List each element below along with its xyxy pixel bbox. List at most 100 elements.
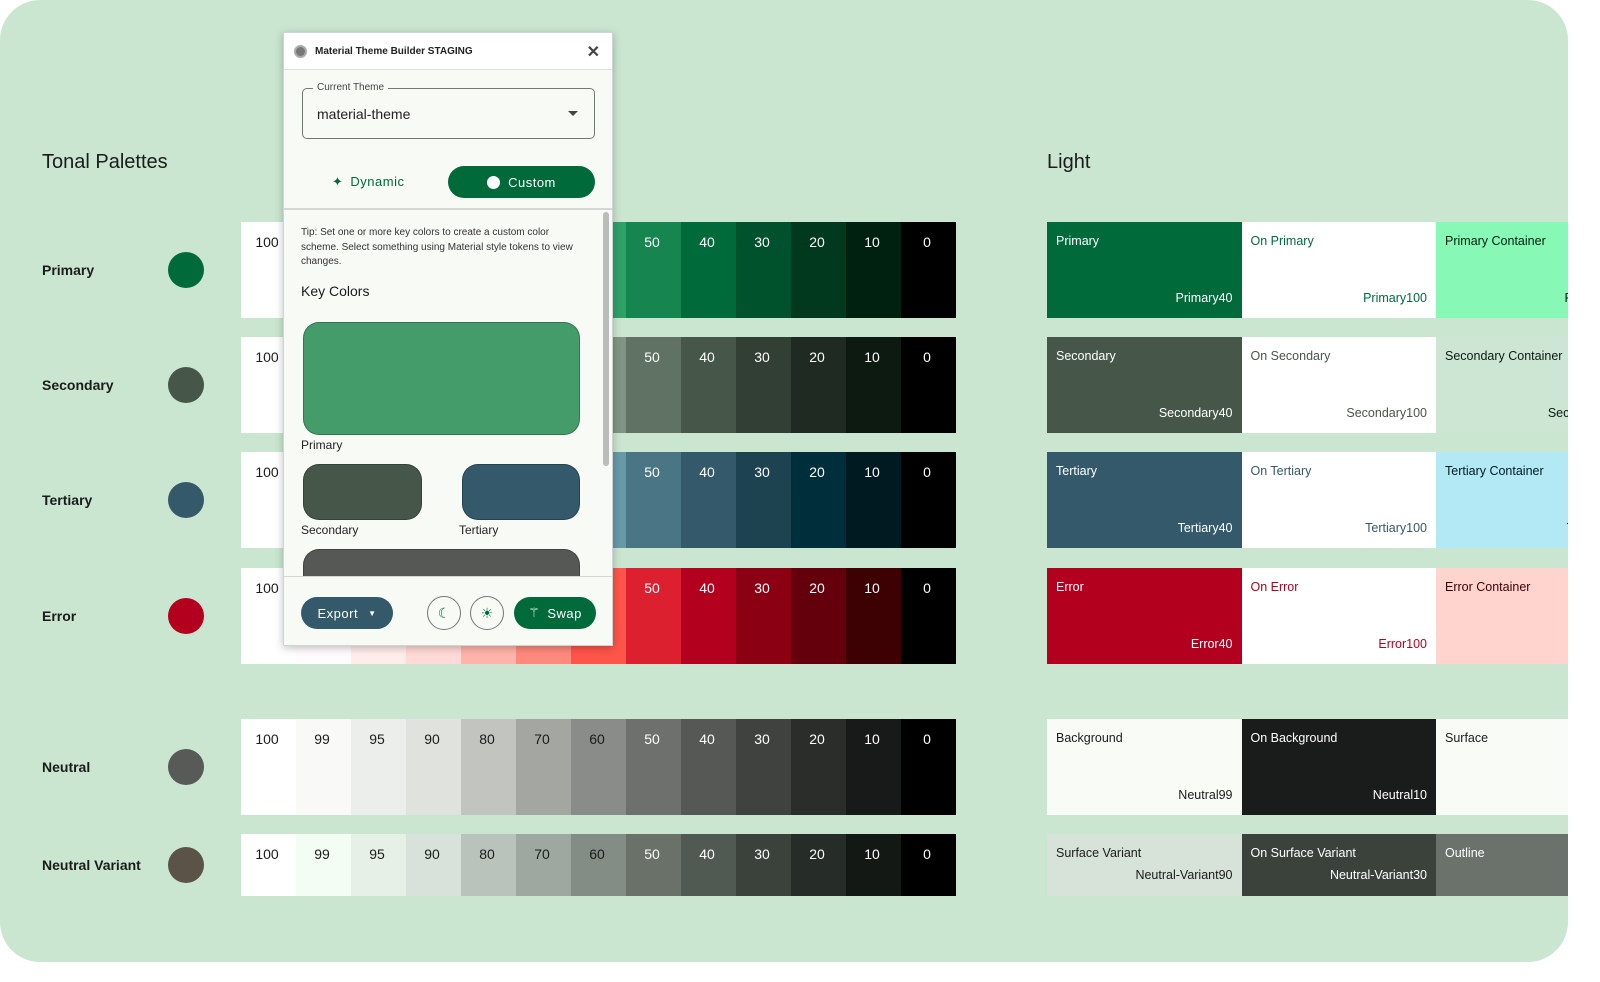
tone-swatch[interactable]: 99: [296, 834, 351, 896]
tone-swatch[interactable]: 90: [406, 834, 461, 896]
tone-swatch[interactable]: 20: [791, 834, 846, 896]
tone-swatch[interactable]: 80: [461, 719, 516, 815]
key-color-dot[interactable]: [168, 482, 204, 518]
swap-label: Swap: [547, 605, 582, 621]
tone-swatch[interactable]: 20: [791, 568, 846, 664]
tone-swatch[interactable]: 60: [571, 834, 626, 896]
tone-swatch[interactable]: 99: [296, 719, 351, 815]
tone-swatch[interactable]: 40: [681, 834, 736, 896]
key-color-dot[interactable]: [168, 367, 204, 403]
scheme-role-cell[interactable]: On Surface Variant Neutral-Variant30: [1241, 834, 1436, 896]
tone-swatch[interactable]: 50: [626, 222, 681, 318]
tone-swatch[interactable]: 30: [736, 834, 791, 896]
scheme-role-cell[interactable]: Outline: [1436, 834, 1568, 896]
tone-swatch[interactable]: 40: [681, 568, 736, 664]
tone-swatch[interactable]: 100: [241, 719, 296, 815]
tone-swatch[interactable]: 0: [901, 337, 956, 433]
key-color-dot[interactable]: [168, 598, 204, 634]
export-label: Export: [317, 605, 359, 621]
custom-button[interactable]: Custom: [448, 166, 595, 198]
tone-swatch[interactable]: 50: [626, 452, 681, 548]
tone-swatch[interactable]: 10: [846, 719, 901, 815]
scheme-role-cell[interactable]: On Primary Primary100: [1241, 222, 1436, 318]
tone-swatch[interactable]: 50: [626, 568, 681, 664]
scheme-role-cell[interactable]: Secondary Secondary40: [1047, 337, 1242, 433]
tone-swatch[interactable]: 95: [351, 719, 406, 815]
tone-swatch[interactable]: 40: [681, 452, 736, 548]
tone-swatch[interactable]: 50: [626, 834, 681, 896]
close-icon[interactable]: ✕: [586, 44, 600, 61]
scrollbar[interactable]: [603, 212, 609, 466]
secondary-key-color-swatch[interactable]: [303, 464, 422, 520]
tone-swatch[interactable]: 40: [681, 719, 736, 815]
key-color-dot[interactable]: [168, 252, 204, 288]
tone-swatch[interactable]: 70: [516, 834, 571, 896]
role-name: Primary Container: [1445, 234, 1546, 248]
scheme-role-cell[interactable]: Surface Variant Neutral-Variant90: [1047, 834, 1242, 896]
scheme-role-cell[interactable]: Background Neutral99: [1047, 719, 1242, 815]
tertiary-key-color-swatch[interactable]: [462, 464, 580, 520]
tone-swatch[interactable]: 20: [791, 337, 846, 433]
scheme-role-cell[interactable]: On Background Neutral10: [1241, 719, 1436, 815]
palette-label: Neutral: [42, 759, 91, 775]
tone-swatch[interactable]: 10: [846, 452, 901, 548]
scheme-role-cell[interactable]: Primary Primary40: [1047, 222, 1242, 318]
tone-swatch[interactable]: 30: [736, 719, 791, 815]
tone-swatch[interactable]: 0: [901, 834, 956, 896]
scheme-row: Surface Variant Neutral-Variant90 On Surfa…: [1047, 834, 1568, 896]
tone-swatch[interactable]: 0: [901, 452, 956, 548]
scheme-role-cell[interactable]: Tertiary Container Tertiary90: [1436, 452, 1568, 548]
scheme-role-cell[interactable]: Tertiary Tertiary40: [1047, 452, 1242, 548]
tone-swatch[interactable]: 30: [736, 337, 791, 433]
tone-swatch[interactable]: 10: [846, 568, 901, 664]
tone-swatch[interactable]: 10: [846, 222, 901, 318]
tone-swatch[interactable]: 100: [241, 834, 296, 896]
scheme-role-cell[interactable]: Secondary Container Secondary90: [1436, 337, 1568, 433]
light-mode-button[interactable]: ☀: [470, 596, 504, 630]
palette-label: Tertiary: [42, 492, 93, 508]
neutral-key-color-swatch[interactable]: [303, 549, 580, 576]
palette-label: Error: [42, 608, 77, 624]
dynamic-button[interactable]: ✦ Dynamic: [332, 166, 432, 197]
tone-swatch[interactable]: 30: [736, 222, 791, 318]
tone-swatch[interactable]: 20: [791, 452, 846, 548]
scheme-role-cell[interactable]: Error Error40: [1047, 568, 1242, 664]
tone-swatch[interactable]: 0: [901, 222, 956, 318]
tone-swatch[interactable]: 40: [681, 222, 736, 318]
scheme-role-cell[interactable]: On Secondary Secondary100: [1241, 337, 1436, 433]
tone-swatch[interactable]: 20: [791, 719, 846, 815]
tone-swatch[interactable]: 0: [901, 719, 956, 815]
tone-swatch[interactable]: 0: [901, 568, 956, 664]
tone-swatch[interactable]: 50: [626, 337, 681, 433]
export-button[interactable]: Export ▼: [301, 597, 393, 629]
role-tone: Tertiary40: [1177, 521, 1233, 535]
tone-swatch[interactable]: 40: [681, 337, 736, 433]
tone-swatch[interactable]: 70: [516, 719, 571, 815]
tone-swatch[interactable]: 60: [571, 719, 626, 815]
tone-swatch[interactable]: 30: [736, 568, 791, 664]
scheme-role-cell[interactable]: On Tertiary Tertiary100: [1241, 452, 1436, 548]
tone-swatch[interactable]: 20: [791, 222, 846, 318]
tone-swatch[interactable]: 90: [406, 719, 461, 815]
tone-swatch[interactable]: 10: [846, 337, 901, 433]
role-name: On Secondary: [1250, 349, 1331, 363]
current-theme-select[interactable]: Current Theme material-theme: [302, 82, 595, 139]
key-color-dot[interactable]: [168, 749, 204, 785]
tone-swatch[interactable]: 10: [846, 834, 901, 896]
tone-swatch[interactable]: 80: [461, 834, 516, 896]
key-colors-heading: Key Colors: [301, 283, 370, 299]
scheme-role-cell[interactable]: Surface Neutral99: [1436, 719, 1568, 815]
tone-swatch[interactable]: 95: [351, 834, 406, 896]
swap-button[interactable]: ⚚ Swap: [514, 597, 596, 629]
primary-key-color-swatch[interactable]: [303, 322, 580, 435]
tonal-palette-row: 100 99 95 90 80 70 60 50 40 30 20 10 0: [241, 719, 956, 815]
tone-swatch[interactable]: 30: [736, 452, 791, 548]
dark-mode-button[interactable]: ☾: [427, 596, 461, 630]
logo-icon: [294, 44, 307, 58]
scheme-role-cell[interactable]: Error Container: [1436, 568, 1568, 664]
tone-swatch[interactable]: 50: [626, 719, 681, 815]
key-color-dot[interactable]: [168, 847, 204, 883]
scheme-role-cell[interactable]: On Error Error100: [1241, 568, 1436, 664]
scheme-role-cell[interactable]: Primary Container Primary90: [1436, 222, 1568, 318]
sun-icon: ☀: [480, 604, 494, 621]
